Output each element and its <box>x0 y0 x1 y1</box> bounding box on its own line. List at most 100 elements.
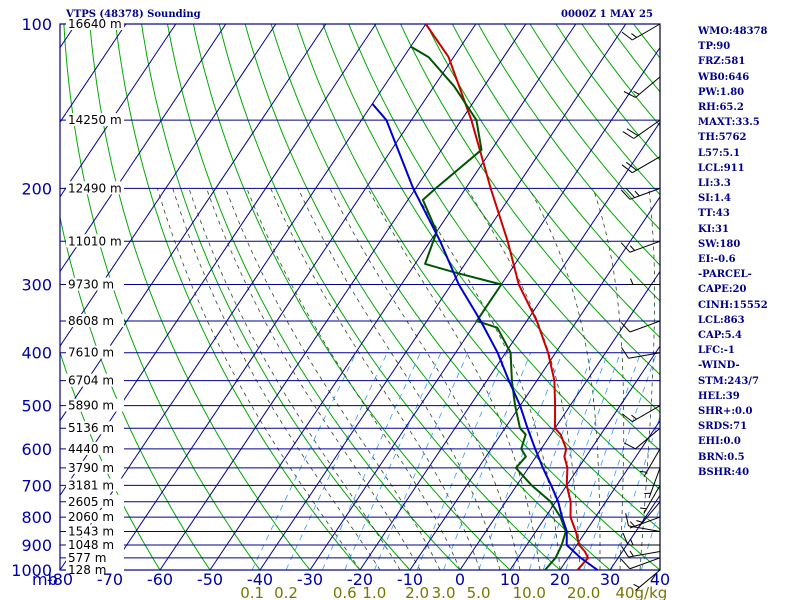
isotherm-line <box>59 23 377 496</box>
wind-barb <box>628 278 660 286</box>
isotherm-line <box>409 196 661 571</box>
height-label: 1048 m <box>68 538 114 552</box>
plot-frame <box>59 23 661 571</box>
index-item: CAP:5.4 <box>698 330 742 342</box>
temperature-tick-label: -80 <box>47 570 73 589</box>
height-label-bg <box>66 373 124 387</box>
wind-barb-feather <box>623 91 636 98</box>
mixing-ratio-line <box>443 352 532 571</box>
height-label-bg <box>66 277 124 291</box>
moist-adiabat-line <box>367 188 541 571</box>
wind-barb <box>622 119 661 139</box>
dry-adiabat-line <box>348 23 661 451</box>
wind-barb-staff <box>648 467 661 499</box>
index-item: HEL:39 <box>698 390 740 402</box>
isotherm-line <box>259 23 627 571</box>
moist-adiabat-line <box>225 188 441 571</box>
wind-barb-staff <box>632 23 661 41</box>
mixing-ratio-label: 10.0 <box>513 584 546 600</box>
dry-adiabat-line <box>322 23 661 490</box>
pressure-tick-label: 1000 <box>11 561 52 580</box>
height-label: 5136 m <box>68 421 114 435</box>
temperature-tick-label: 40 <box>650 570 670 589</box>
wind-barb-staff <box>635 569 661 591</box>
wind-barb <box>639 448 661 477</box>
profiles-layer <box>371 23 599 571</box>
height-label-bg <box>66 460 124 474</box>
temperature-tick-label: -40 <box>247 570 273 589</box>
wind-barbs-layer <box>620 23 661 591</box>
wind-barb-half-feather <box>629 550 634 557</box>
wind-barb-staff <box>633 119 661 139</box>
isotherm-line <box>109 23 477 571</box>
wind-barb-feather <box>625 161 637 171</box>
wind-barb-feather <box>620 322 631 333</box>
height-label: 4440 m <box>68 442 114 456</box>
height-label: 128 m <box>68 563 106 577</box>
mixing-ratio-label: 40g/kg <box>615 584 667 600</box>
index-item: BRN:0.5 <box>698 451 745 463</box>
pressure-tick-label: 700 <box>21 476 52 495</box>
temperature-tick-label: 20 <box>550 570 570 589</box>
height-label-bg <box>66 510 124 524</box>
height-label: 1543 m <box>68 524 114 538</box>
mixing-ratio-line <box>583 352 658 571</box>
dry-adiabat-line <box>503 23 661 231</box>
height-label: 16640 m <box>68 17 122 31</box>
index-item: SW:180 <box>698 238 741 250</box>
height-label: 12490 m <box>68 181 122 195</box>
temperature-tick-label: -70 <box>97 570 123 589</box>
index-item: WB0:646 <box>698 71 750 83</box>
wind-barb-half-feather <box>630 278 634 285</box>
index-item: EI:-0.6 <box>698 254 736 266</box>
wind-barb-half-feather <box>629 245 635 251</box>
wind-barb-feather <box>620 189 631 200</box>
temperature-tick-label: -60 <box>147 570 173 589</box>
wind-barb-staff <box>643 448 661 477</box>
mixing-ratio-line <box>416 352 508 571</box>
dry-adiabat-line <box>426 23 661 338</box>
parcel-path <box>371 103 599 571</box>
dry-adiabat-line <box>167 23 461 571</box>
isotherm-line <box>59 23 327 421</box>
wind-barb-half-feather <box>631 414 637 420</box>
isotherm-line <box>59 23 227 272</box>
index-item: TH:5762 <box>698 132 747 144</box>
wind-barb <box>623 427 661 450</box>
wind-barb-staff <box>639 501 661 527</box>
isotherm-line <box>209 23 577 571</box>
wind-barb-feather <box>621 545 629 558</box>
moist-adiabat-line <box>329 188 521 571</box>
isotherm-line <box>59 23 127 123</box>
temperature-profile <box>424 23 590 571</box>
wind-barb-half-feather <box>634 190 640 197</box>
height-label: 7610 m <box>68 346 114 360</box>
wind-barb-staff <box>635 427 661 450</box>
wind-barb-feather <box>620 558 631 570</box>
wind-barb-feather <box>625 187 635 198</box>
height-label-bg <box>66 421 124 435</box>
wind-barb-half-feather <box>633 583 640 588</box>
wind-barb-half-feather <box>630 538 634 546</box>
index-item: -WIND- <box>698 360 740 372</box>
wind-barb-feather <box>621 164 633 174</box>
mixing-ratio-line <box>374 352 469 571</box>
mixing-ratio-label: 0.2 <box>274 584 298 600</box>
index-item: SI:1.4 <box>698 193 731 205</box>
dewpoint-profile <box>410 45 567 571</box>
temperature-tick-label: 0 <box>455 570 465 589</box>
pressure-tick-label: 600 <box>21 440 52 459</box>
index-item: SRDS:71 <box>698 421 748 433</box>
wind-barb-half-feather <box>631 33 637 38</box>
pressure-tick-label: 200 <box>21 179 52 198</box>
dry-adiabat-line <box>581 23 661 127</box>
height-label-bg <box>66 234 124 248</box>
pressure-tick-label: 300 <box>21 276 52 295</box>
wind-barb <box>620 240 661 253</box>
temperature-tick-label: -10 <box>397 570 423 589</box>
mixing-ratio-label: 3.0 <box>432 584 456 600</box>
index-item: LCL:863 <box>698 314 745 326</box>
wind-barb <box>636 501 661 527</box>
height-label-bg <box>66 314 124 328</box>
